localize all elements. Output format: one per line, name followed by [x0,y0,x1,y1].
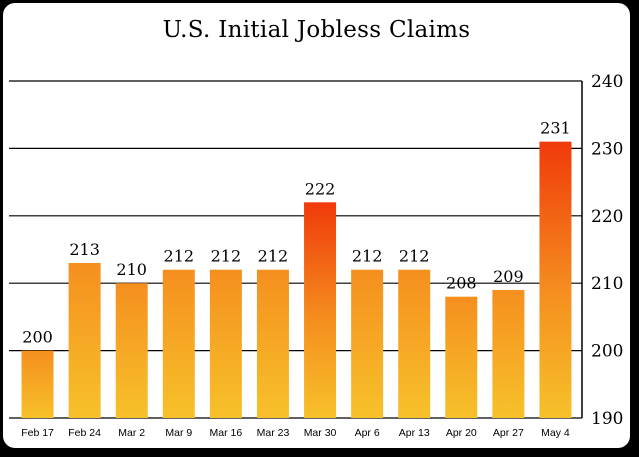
bar-may-4 [539,141,572,418]
bar-feb-17 [21,350,54,418]
bar-feb-24 [68,262,101,418]
y-tick-label-240: 240 [591,72,623,92]
x-tick-label: Mar 9 [165,427,192,439]
data-label: 212 [258,247,289,266]
x-tick-label: Mar 23 [257,427,290,439]
bar-mar-23 [256,269,289,418]
data-label: 222 [305,179,336,198]
x-tick-label: Feb 17 [21,427,54,439]
bar-mar-30 [304,202,337,418]
data-label: 200 [22,328,53,347]
x-tick-label: Mar 30 [304,427,337,439]
bar-apr-6 [351,269,384,418]
x-axis-ticks: Feb 17 Feb 24 Mar 2 Mar 9 Mar 16 Mar 23 Mar 30… [21,427,570,439]
bar-mar-9 [162,269,195,418]
data-label: 213 [69,240,100,259]
bars [21,141,572,418]
data-label: 210 [116,260,147,279]
data-labels: 200 213 210 212 212 212 222 212 212 208 209 231 [22,119,570,347]
x-tick-label: Feb 24 [68,427,101,439]
data-label: 212 [399,247,430,266]
bar-apr-27 [492,289,525,418]
x-tick-label: Mar 16 [210,427,243,439]
chart-frame: U.S. Initial Jobless Claims 190 200 210 220… [3,3,630,448]
y-tick-label-190: 190 [591,409,623,429]
data-label: 208 [446,274,477,293]
bar-apr-13 [398,269,431,418]
x-tick-label: Apr 6 [355,427,380,439]
x-tick-label: Apr 20 [446,427,477,439]
y-tick-label-210: 210 [591,274,623,294]
bar-apr-20 [445,296,478,418]
data-label: 209 [493,267,524,286]
y-axis-ticks: 190 200 210 220 230 240 [591,72,623,429]
y-tick-label-230: 230 [591,139,623,159]
data-label: 212 [211,247,242,266]
x-tick-label: Apr 13 [399,427,430,439]
x-tick-label: Mar 2 [118,427,145,439]
data-label: 212 [352,247,383,266]
bar-mar-16 [209,269,242,418]
gridlines [9,80,582,419]
x-tick-label: Apr 27 [493,427,524,439]
x-tick-label: May 4 [541,427,570,439]
bar-chart: 190 200 210 220 230 240 Feb 17 Feb 24 Mar 2 Mar … [9,72,623,439]
bar-mar-2 [115,283,148,418]
chart-title: U.S. Initial Jobless Claims [162,17,471,43]
data-label: 231 [540,119,571,138]
y-tick-label-200: 200 [591,342,623,362]
y-tick-label-220: 220 [591,207,623,227]
data-label: 212 [164,247,195,266]
